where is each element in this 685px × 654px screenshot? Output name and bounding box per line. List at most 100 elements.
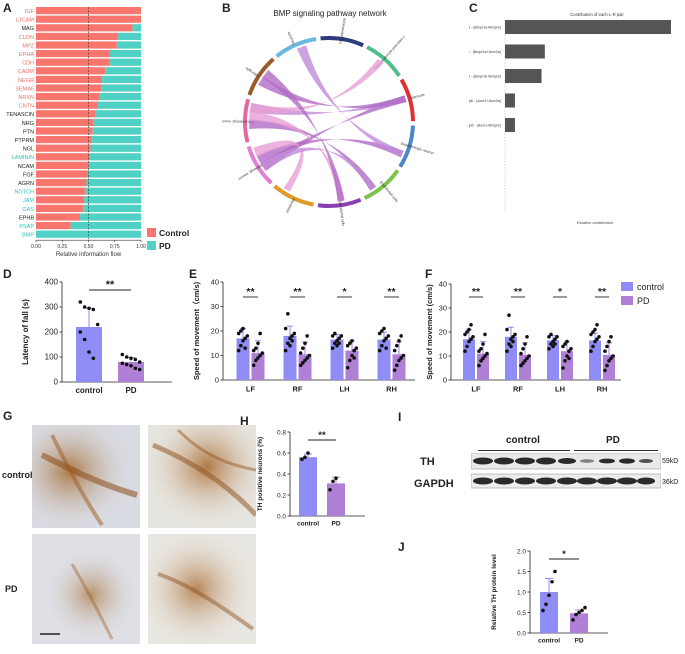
y-tick-label: 0 bbox=[54, 377, 59, 386]
data-point bbox=[577, 610, 581, 615]
data-point bbox=[565, 339, 569, 344]
blot-label-gapdh: GAPDH bbox=[414, 478, 454, 490]
micrograph-pd-high bbox=[148, 534, 256, 644]
bar-a-control-nrg bbox=[36, 118, 94, 126]
data-point bbox=[549, 342, 553, 346]
legend-label-control: control bbox=[637, 282, 664, 292]
bar-a-control-ptprm bbox=[36, 136, 92, 144]
x-axis-label-a: Relative information flow bbox=[56, 252, 122, 258]
y-tick-label: 0.0 bbox=[277, 513, 286, 520]
data-point bbox=[511, 339, 515, 344]
data-point bbox=[463, 349, 467, 353]
data-point bbox=[525, 356, 529, 361]
bar-a-control-ptn bbox=[36, 127, 93, 135]
panel-label-a: A bbox=[3, 1, 12, 15]
data-point bbox=[565, 354, 569, 358]
data-point bbox=[609, 356, 613, 361]
x-axis-label-c: Relative contribution bbox=[577, 220, 613, 225]
western-blot: control PD TH GAPDH 59kD 36kD bbox=[396, 420, 685, 545]
chord-sector-label: Neurons bbox=[287, 31, 296, 45]
bar-a-pd-sema6 bbox=[101, 84, 141, 92]
bar-a-pd-cntn bbox=[97, 101, 141, 109]
data-point bbox=[288, 343, 292, 348]
data-point bbox=[254, 346, 258, 350]
data-point bbox=[124, 355, 129, 359]
chord-sector-8 bbox=[246, 145, 273, 185]
data-point bbox=[567, 349, 571, 353]
data-point bbox=[334, 476, 338, 480]
data-point bbox=[465, 344, 469, 349]
data-point bbox=[307, 353, 312, 358]
chord-sector-10 bbox=[247, 57, 275, 96]
data-point bbox=[380, 343, 384, 348]
bar-a-pd-psap bbox=[70, 222, 141, 230]
data-point bbox=[544, 602, 548, 607]
bar-a-pd-ncam bbox=[88, 161, 141, 169]
bar-a-control-ngl bbox=[36, 144, 91, 152]
chord-sector-5 bbox=[363, 169, 400, 200]
bar-f-control-lh bbox=[547, 340, 559, 380]
y-tick-label: 0 bbox=[443, 375, 447, 384]
category-label-a: EPHB bbox=[19, 215, 34, 221]
data-point bbox=[339, 334, 344, 338]
category-label-a: MAG bbox=[21, 26, 34, 32]
data-point bbox=[593, 339, 597, 344]
data-point bbox=[350, 339, 354, 343]
chord-link-1 bbox=[256, 139, 404, 165]
data-point bbox=[241, 339, 245, 343]
bar-a-control-gas bbox=[36, 204, 84, 212]
legend-swatch-control bbox=[147, 228, 156, 237]
data-point bbox=[551, 344, 555, 349]
bar-a-control-epha bbox=[36, 50, 110, 58]
data-point bbox=[401, 353, 406, 358]
data-point bbox=[525, 335, 529, 339]
legend-swatch-control bbox=[621, 282, 633, 291]
category-label-c: Bmp6 - (Acvr1+Acvr2a) bbox=[469, 99, 501, 103]
blot-group-line-pd bbox=[574, 450, 658, 451]
data-point bbox=[258, 353, 262, 358]
panel-h-th-neurons-chart: 0.0 0.2 0.4 0.6 0.8 TH positive neurons (%) co… bbox=[257, 429, 365, 528]
data-point bbox=[395, 343, 399, 348]
data-point bbox=[477, 349, 481, 353]
data-point bbox=[597, 335, 601, 339]
bar-a-control-sema6 bbox=[36, 84, 102, 92]
data-point bbox=[547, 347, 551, 351]
x-tick-label: PD bbox=[125, 386, 136, 395]
data-point bbox=[258, 331, 262, 336]
data-point bbox=[348, 341, 352, 346]
chord-sector-9 bbox=[243, 98, 251, 143]
data-point bbox=[505, 327, 509, 332]
bar-a-control-mpz bbox=[36, 41, 117, 49]
data-point bbox=[509, 337, 513, 341]
data-point bbox=[283, 348, 288, 353]
chord-link-8 bbox=[249, 58, 384, 114]
bar-a-pd-cldn bbox=[117, 32, 141, 40]
blot-bands bbox=[471, 453, 661, 489]
chord-sector-2 bbox=[366, 45, 401, 77]
bar-a-pd-cadm bbox=[105, 67, 141, 75]
data-point bbox=[507, 342, 511, 346]
data-point bbox=[513, 332, 517, 337]
x-tick-label: control bbox=[538, 638, 560, 645]
data-point bbox=[603, 368, 607, 373]
data-point bbox=[465, 330, 469, 334]
category-label-a: GAS bbox=[22, 207, 34, 213]
bar-a-control-mag bbox=[36, 24, 133, 32]
data-point bbox=[377, 348, 382, 353]
bar-a-pd-cdh bbox=[109, 58, 141, 66]
data-point bbox=[87, 350, 91, 354]
y-axis-label: Speed of movement（cm/s) bbox=[191, 281, 201, 380]
blot-group-control: control bbox=[506, 435, 540, 446]
data-point bbox=[574, 612, 578, 617]
category-label-c: Bmp6 - (Acvr1+Bmpr2) bbox=[469, 124, 501, 128]
bar-c-3 bbox=[505, 93, 515, 108]
data-point bbox=[337, 341, 341, 346]
bar-a-pd-ngl bbox=[90, 144, 141, 152]
data-point bbox=[384, 336, 388, 341]
micrograph-control-high bbox=[148, 425, 256, 528]
data-point bbox=[603, 349, 607, 353]
data-point bbox=[298, 363, 303, 368]
panel-a-stacked-bar-chart: IGF L1CAM MAG CLDN MPZ EPHA CDH CADM NEGR SEMA6 NR… bbox=[6, 7, 189, 258]
data-point bbox=[563, 359, 567, 363]
data-point bbox=[245, 334, 250, 338]
